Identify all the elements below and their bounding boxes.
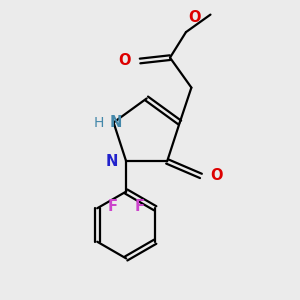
Text: O: O bbox=[210, 168, 223, 183]
Text: N: N bbox=[110, 115, 122, 130]
Text: F: F bbox=[134, 200, 145, 214]
Text: N: N bbox=[106, 154, 118, 169]
Text: F: F bbox=[108, 200, 118, 214]
Text: H: H bbox=[93, 116, 104, 130]
Text: O: O bbox=[189, 11, 201, 26]
Text: O: O bbox=[118, 53, 131, 68]
